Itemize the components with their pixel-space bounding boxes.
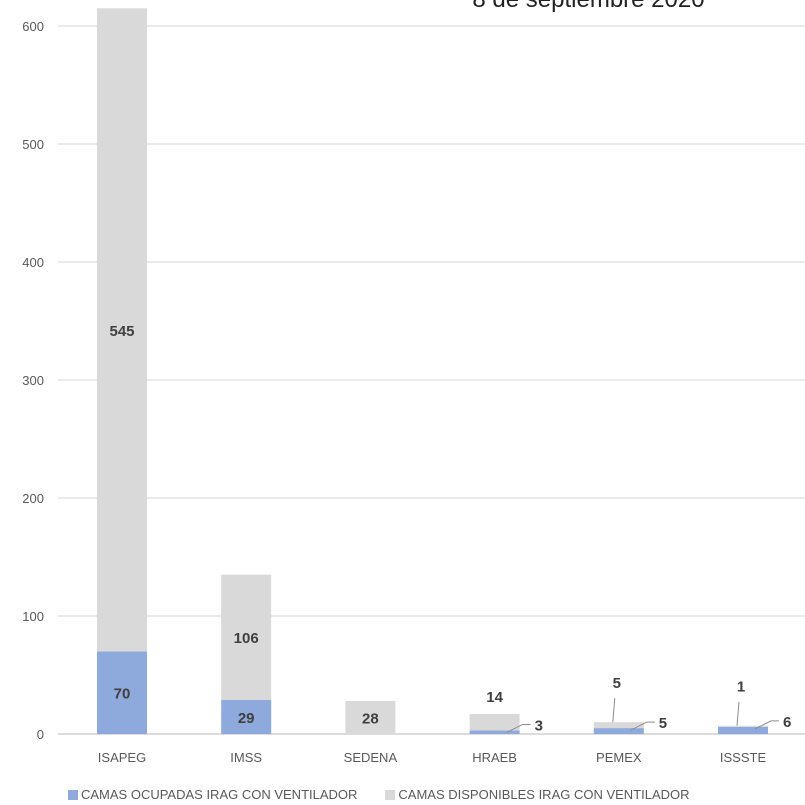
legend-swatch [385, 789, 396, 800]
x-tick-label: PEMEX [596, 750, 642, 765]
data-label-disponibles: 5 [613, 675, 621, 692]
x-tick-label: HRAEB [472, 750, 517, 765]
leader-line [736, 701, 740, 726]
bar-disponibles-issste [718, 725, 768, 727]
bar-disponibles-isapeg [97, 8, 147, 652]
chart-title: 8 de septiembre 2020 [186, 0, 805, 14]
data-label-ocupadas: 70 [114, 686, 131, 703]
leader-line [506, 723, 531, 733]
gridlines [58, 25, 805, 735]
bar-disponibles-imss [221, 574, 272, 700]
x-axis: ISAPEG IMSS SEDENA HRAEB PEMEX ISSSTE [98, 750, 767, 765]
legend-item: CAMAS OCUPADAS IRAG CON VENTILADOR [68, 787, 357, 802]
data-label-disponibles: 14 [486, 689, 503, 706]
y-tick-label: 200 [22, 491, 44, 506]
bar-ocupadas-hraeb [469, 730, 520, 734]
y-tick-label: 500 [22, 137, 44, 152]
data-label-ocupadas: 3 [535, 717, 543, 734]
bar-ocupadas-isapeg [97, 651, 147, 734]
bar-disponibles-sedena [345, 700, 396, 734]
data-label-disponibles: 106 [234, 630, 259, 647]
bar-disponibles-pemex [593, 722, 644, 729]
y-tick-label: 100 [22, 609, 44, 624]
bar-ocupadas-imss [221, 699, 272, 734]
x-tick-label: ISAPEG [98, 750, 146, 765]
bar-ocupadas-issste [718, 726, 768, 734]
bar-disponibles-hraeb [469, 713, 520, 731]
data-label-ocupadas: 29 [238, 710, 255, 727]
leader-line [612, 698, 616, 723]
y-tick-label: 600 [22, 19, 44, 34]
y-tick-label: 0 [37, 727, 44, 742]
data-label-disponibles: 545 [109, 323, 134, 340]
legend-label: CAMAS DISPONIBLES IRAG CON VENTILADOR [398, 787, 690, 802]
x-tick-label: SEDENA [344, 750, 398, 765]
bar-ocupadas-pemex [593, 728, 644, 734]
x-tick-label: ISSSTE [720, 750, 767, 765]
legend: CAMAS OCUPADAS IRAG CON VENTILADOR CAMAS … [68, 787, 690, 802]
data-labels: 70 545 29 106 28 3 14 5 5 6 1 [109, 323, 791, 735]
data-label-disponibles: 28 [362, 710, 379, 727]
data-label-ocupadas: 5 [659, 715, 667, 732]
y-tick-label: 400 [22, 255, 44, 270]
y-axis: 0 100 200 300 400 500 600 [22, 19, 44, 742]
x-tick-label: IMSS [230, 750, 262, 765]
legend-item: CAMAS DISPONIBLES IRAG CON VENTILADOR [385, 787, 690, 802]
legend-swatch [68, 789, 78, 800]
legend-label: CAMAS OCUPADAS IRAG CON VENTILADOR [81, 787, 358, 802]
bars [97, 8, 768, 734]
leader-line [754, 720, 779, 730]
data-label-disponibles: 1 [737, 679, 745, 696]
leader-line [630, 721, 655, 731]
data-label-ocupadas: 6 [783, 714, 791, 731]
y-tick-label: 300 [22, 373, 44, 388]
